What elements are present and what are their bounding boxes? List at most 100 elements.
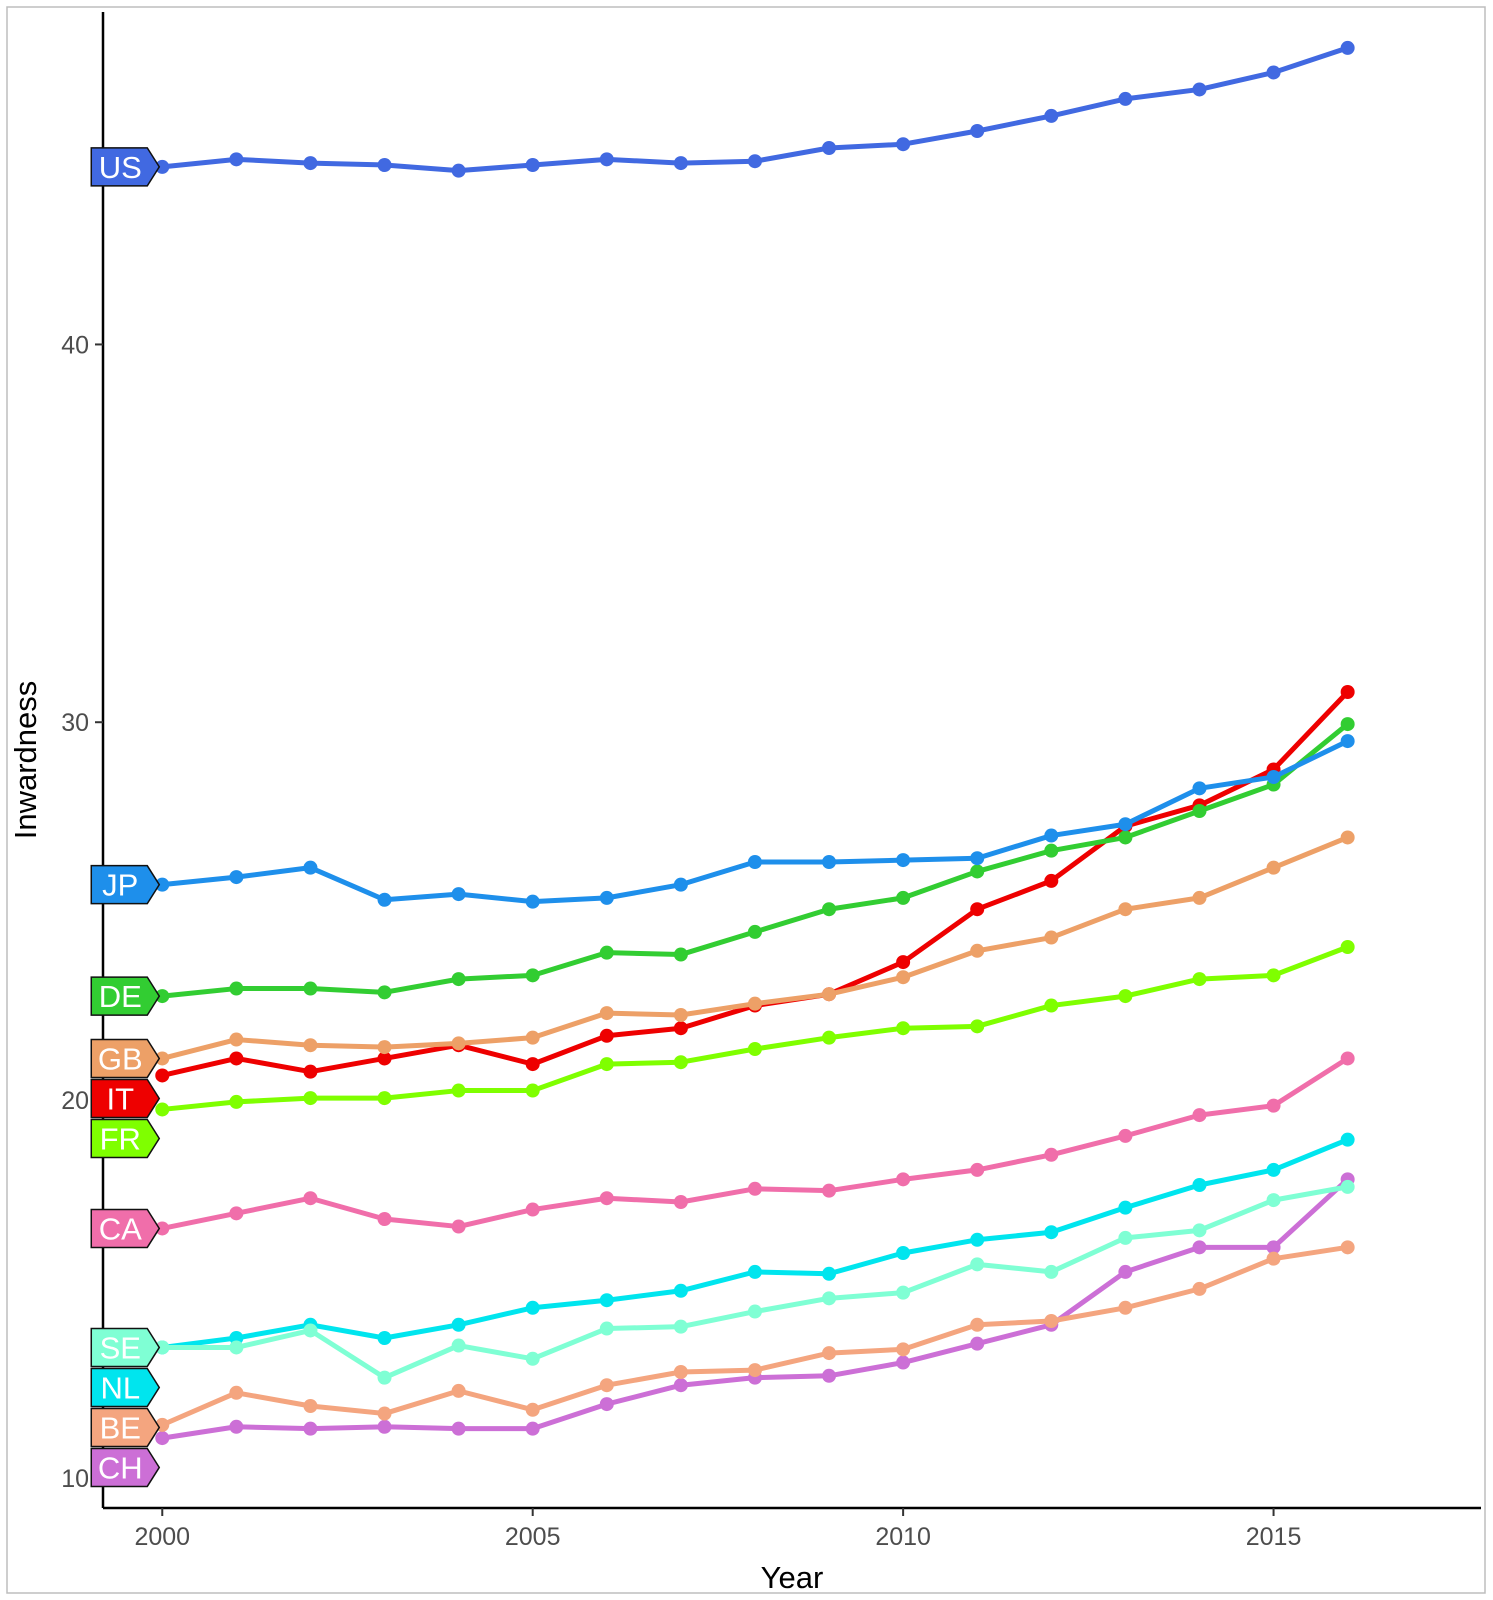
data-point-ca [525,1202,540,1217]
data-point-it [970,902,985,917]
series-tag-shape [90,1407,161,1448]
series-tag-label: CA [99,1211,142,1246]
data-point-be [1340,1240,1355,1255]
series-tag-shape [90,1118,161,1159]
data-point-nl [822,1266,837,1281]
data-point-ch [673,1378,688,1393]
data-point-de [303,981,318,996]
data-point-gb [599,1006,614,1021]
data-point-se [155,1340,170,1355]
data-point-jp [822,855,837,869]
data-point-ca [1266,1098,1281,1113]
data-point-be [599,1378,614,1393]
data-point-us [155,159,170,174]
series-tag-jp: JP [90,864,161,905]
series-tag-shape [90,1447,161,1488]
data-point-be [1118,1300,1133,1315]
data-point-jp [303,860,318,875]
data-point-ca [1340,1051,1355,1066]
data-point-jp [1340,734,1355,749]
data-point-ch [1266,1240,1281,1255]
data-point-fr [599,1057,614,1072]
series-tag-shape [90,1078,161,1119]
data-point-nl [599,1293,614,1308]
data-point-ca [599,1191,614,1206]
y-tick-label: 20 [61,1087,89,1115]
data-point-de [970,864,985,879]
data-point-se [303,1323,318,1338]
data-point-fr [303,1091,318,1106]
data-point-nl [673,1283,688,1298]
series-tag-shape [90,1208,161,1249]
data-point-be [673,1365,688,1379]
data-point-ca [896,1172,911,1187]
data-point-se [747,1304,762,1319]
y-tick-label: 10 [61,1465,89,1493]
data-point-de [747,924,762,939]
data-point-it [673,1021,688,1036]
x-tick-label: 2015 [1246,1523,1302,1551]
series-tag-shape [90,864,161,905]
data-point-jp [970,851,985,866]
data-point-ch [599,1397,614,1412]
data-point-ch [1192,1240,1207,1255]
series-tag-fr: FR [90,1118,161,1159]
data-point-us [970,124,985,138]
data-point-nl [896,1246,911,1260]
data-point-be [229,1385,244,1400]
data-point-de [525,968,540,983]
y-tick-label: 30 [61,709,89,737]
data-point-fr [822,1030,837,1045]
data-point-gb [1044,930,1059,945]
data-point-se [525,1351,540,1366]
data-point-fr [896,1021,911,1036]
data-point-ch [896,1355,911,1370]
data-point-nl [970,1232,985,1247]
data-point-de [377,985,392,1000]
data-point-se [673,1319,688,1334]
data-point-nl [377,1331,392,1345]
data-point-se [599,1321,614,1336]
data-point-jp [377,892,392,907]
series-tag-label: GB [98,1041,143,1076]
data-point-fr [970,1019,985,1034]
data-point-ca [1192,1108,1207,1123]
series-tag-shape [90,1367,161,1408]
series-tag-label: IT [106,1081,134,1116]
figure-border [6,6,1486,1594]
data-point-de [822,902,837,917]
data-point-se [1118,1230,1133,1245]
series-tag-shape [90,1327,161,1368]
data-point-de [599,945,614,960]
data-point-de [896,890,911,905]
data-point-gb [673,1008,688,1022]
data-point-gb [1266,860,1281,875]
series-ca [155,1051,1355,1236]
data-point-ch [377,1419,392,1434]
x-tick-label: 2000 [134,1523,190,1551]
series-tag-shape [90,1038,161,1079]
data-point-us [377,158,392,172]
data-point-us [1044,108,1059,123]
series-tag-ca: CA [90,1208,161,1249]
data-point-ca [1118,1128,1133,1143]
data-point-gb [525,1030,540,1045]
data-point-fr [1266,968,1281,983]
data-point-se [1340,1179,1355,1194]
data-point-se [1266,1193,1281,1208]
data-point-ch [1118,1264,1133,1279]
data-point-se [896,1285,911,1300]
x-tick-label: 2010 [875,1523,931,1551]
data-point-jp [599,890,614,905]
data-point-jp [1044,828,1059,843]
data-point-us [1192,82,1207,97]
data-point-gb [822,987,837,1002]
data-point-fr [673,1055,688,1070]
data-point-us [1340,40,1355,55]
data-point-jp [1118,817,1133,832]
data-point-fr [1340,940,1355,954]
series-gb [155,830,1355,1066]
series-us [155,40,1355,178]
data-point-jp [451,887,466,902]
data-point-be [896,1342,911,1357]
